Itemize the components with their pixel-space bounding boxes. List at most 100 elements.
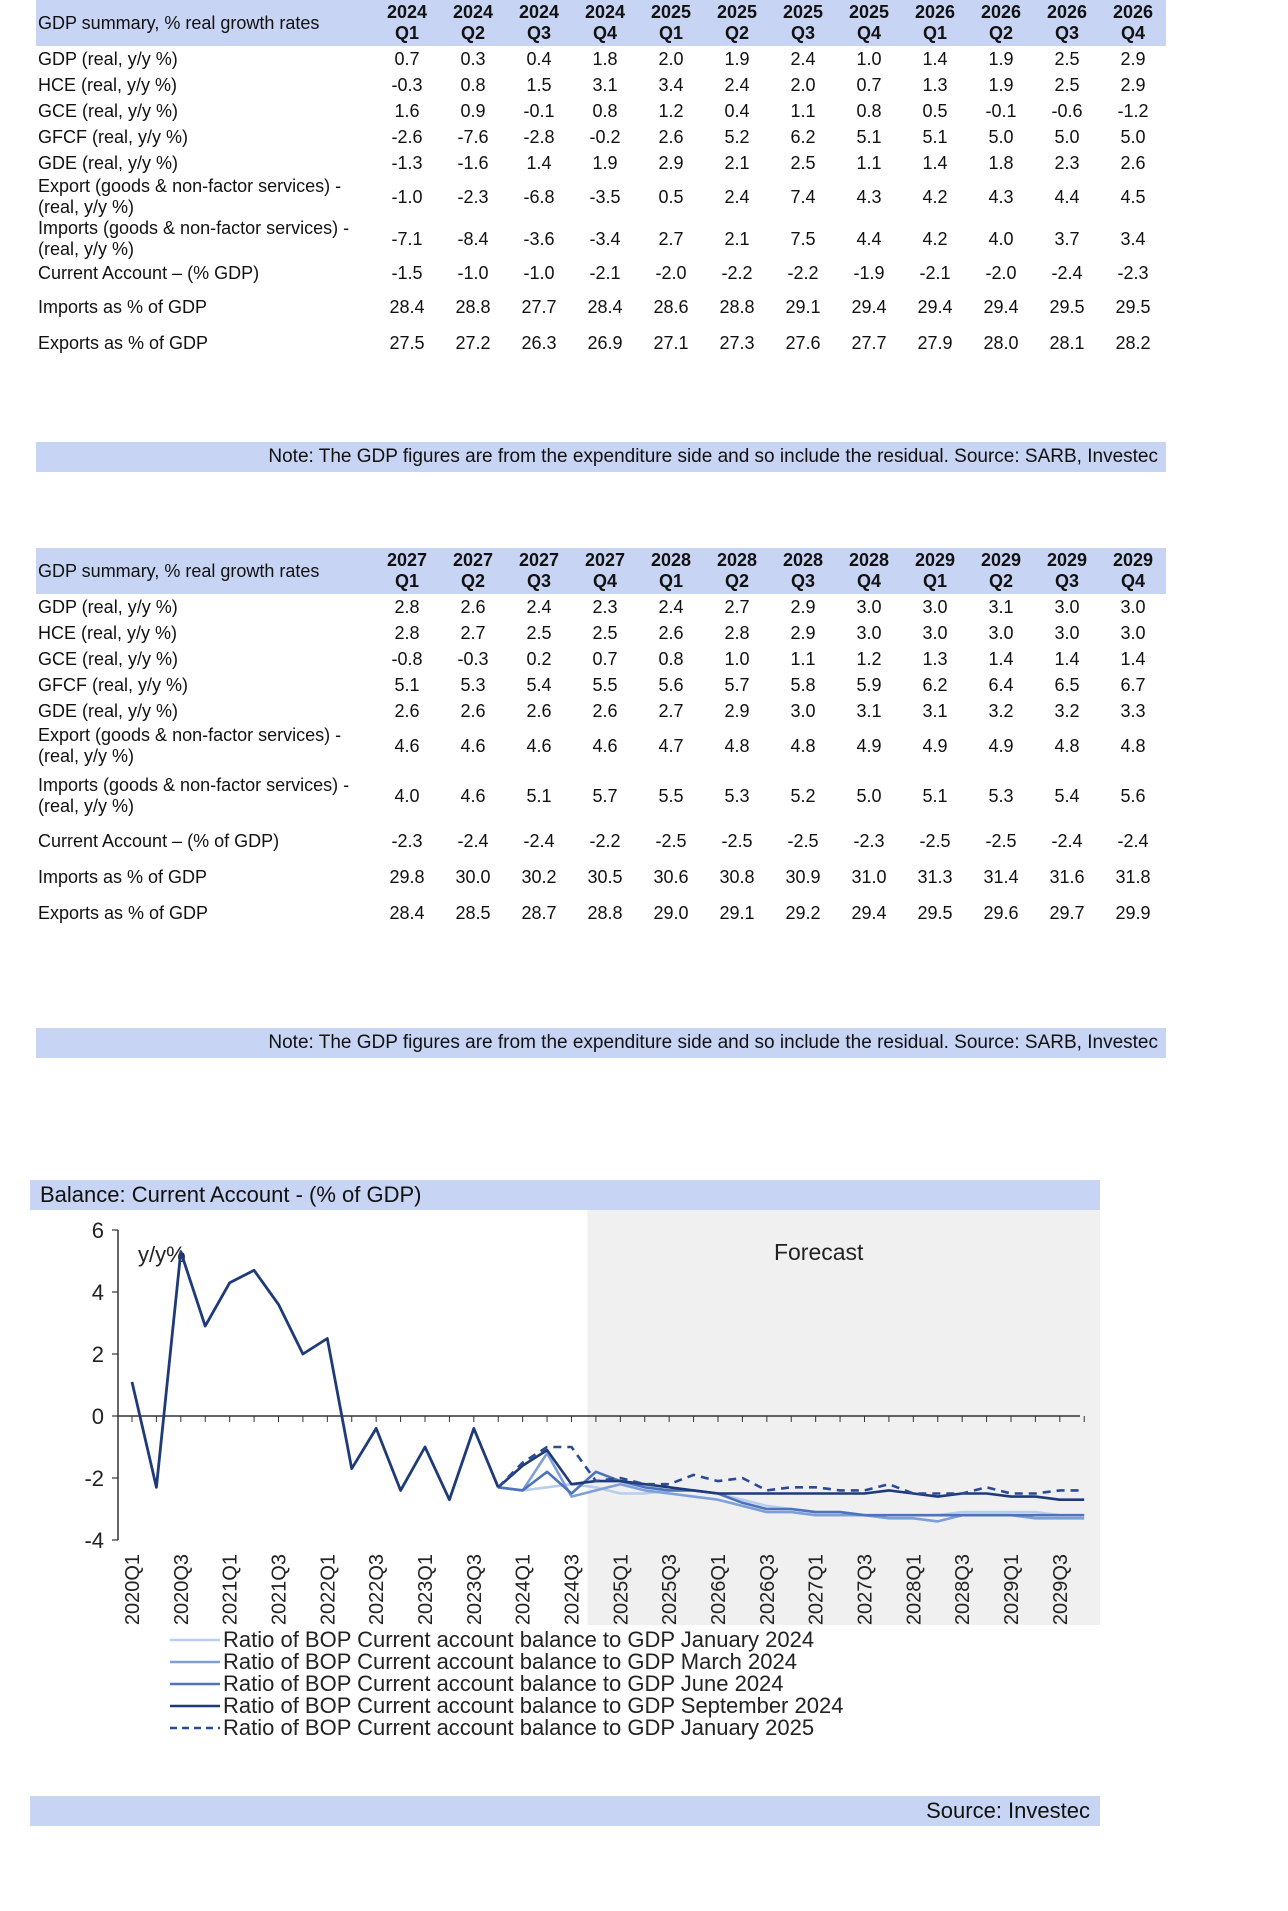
table-cell: 30.9	[785, 866, 821, 887]
table-cell: 1.9	[724, 48, 750, 69]
forecast-region	[587, 1210, 1100, 1625]
column-quarter: Q3	[526, 571, 551, 591]
table-row: Export (goods & non-factor services) - (…	[36, 724, 1166, 768]
table-cell: 5.5	[592, 674, 618, 695]
table-cell: 0.5	[922, 100, 948, 121]
table-cell: 5.4	[526, 674, 552, 695]
column-header: 2029 Q4	[1100, 548, 1166, 594]
column-year: 2025	[782, 2, 824, 22]
table-row: Imports (goods & non-factor services) - …	[36, 768, 1166, 824]
column-year: 2027	[452, 550, 494, 570]
table-note: Note: The GDP figures are from the expen…	[36, 442, 1166, 472]
column-year: 2025	[716, 2, 758, 22]
table-cell: 27.7	[521, 296, 557, 317]
row-label: GCE (real, y/y %)	[38, 648, 179, 669]
table-cell: 4.4	[856, 228, 882, 249]
chart-legend: Ratio of BOP Current account balance to …	[170, 1627, 843, 1740]
table-cell: 3.0	[1120, 596, 1146, 617]
table-cell: 3.1	[922, 700, 948, 721]
table-cell: 3.0	[1054, 622, 1080, 643]
table-cell: 28.4	[389, 296, 425, 317]
column-header: 2027 Q4	[572, 548, 638, 594]
table-cell: 4.8	[1054, 735, 1080, 756]
table-cell: 1.3	[922, 648, 948, 669]
table-cell: 2.4	[790, 48, 816, 69]
table-cell: 29.0	[653, 902, 689, 923]
table-row: Imports as % of GDP 29.8 30.0 30.2 30.5 30.6 3…	[36, 858, 1166, 896]
table-row: Imports as % of GDP 28.4 28.8 27.7 28.4 28.6 2…	[36, 286, 1166, 328]
column-year: 2024	[584, 2, 626, 22]
table-cell: 5.1	[922, 785, 948, 806]
x-tick-label: 2021Q1	[220, 1554, 242, 1625]
table-cell: 30.6	[653, 866, 689, 887]
table-cell: 31.0	[851, 866, 887, 887]
table-cell: 5.6	[658, 674, 684, 695]
row-label: GCE (real, y/y %)	[38, 100, 179, 121]
column-year: 2024	[518, 2, 560, 22]
column-header: 2029 Q2	[968, 548, 1034, 594]
table-cell: 4.8	[790, 735, 816, 756]
table-cell: 5.8	[790, 674, 816, 695]
table-cell: -2.4	[523, 830, 555, 851]
column-header: 2027 Q3	[506, 548, 572, 594]
row-label: GDE (real, y/y %)	[38, 152, 179, 173]
table-cell: 3.0	[988, 622, 1014, 643]
table-cell: -3.4	[589, 228, 621, 249]
table-row: GFCF (real, y/y %) 5.1 5.3 5.4 5.5 5.6 5.7 5.8 5…	[36, 672, 1166, 698]
table-cell: -0.8	[391, 648, 423, 669]
table-cell: 3.0	[922, 622, 948, 643]
table-cell: 5.3	[988, 785, 1014, 806]
table-cell: 28.7	[521, 902, 557, 923]
table-cell: 2.5	[790, 152, 816, 173]
table-row: Current Account – (% of GDP) -2.3 -2.4 -2.4…	[36, 824, 1166, 858]
column-quarter: Q1	[658, 571, 683, 591]
table-row: GCE (real, y/y %) -0.8 -0.3 0.2 0.7 0.8 1.0 1.1…	[36, 646, 1166, 672]
y-unit-label: y/y%	[138, 1242, 186, 1267]
table-cell: 27.7	[851, 332, 887, 353]
table-cell: -2.3	[391, 830, 423, 851]
table-header-label: GDP summary, % real growth rates	[38, 12, 320, 33]
table-cell: 29.9	[1115, 902, 1151, 923]
table-cell: 5.3	[460, 674, 486, 695]
table-cell: -3.6	[523, 228, 555, 249]
table-row: Current Account – (% GDP) -1.5 -1.0 -1.0 -2.…	[36, 260, 1166, 286]
current-account-chart: Forecast y/y% -4 -2 0 2 4 6 2020Q1 2020Q3 2021Q1…	[84, 1210, 1100, 1740]
table-cell: 2.5	[592, 622, 618, 643]
column-quarter: Q3	[790, 23, 815, 43]
row-label: Imports as % of GDP	[38, 296, 208, 317]
x-tick-label: 2024Q3	[561, 1554, 583, 1625]
y-tick-label: 6	[92, 1218, 104, 1243]
table-cell: 2.8	[394, 596, 420, 617]
table-cell: 26.9	[587, 332, 623, 353]
table-row: HCE (real, y/y %) 2.8 2.7 2.5 2.5 2.6 2.8 2.9 3.…	[36, 620, 1166, 646]
table-cell: -0.3	[457, 648, 489, 669]
table-cell: 4.6	[460, 785, 486, 806]
table-cell: 0.7	[592, 648, 618, 669]
table-cell: 30.2	[521, 866, 557, 887]
table-cell: 5.7	[724, 674, 750, 695]
table-cell: 2.4	[724, 74, 750, 95]
table-cell: -1.6	[457, 152, 489, 173]
y-tick-label: 0	[92, 1404, 104, 1429]
table-cell: 5.0	[1054, 126, 1080, 147]
table-cell: -2.3	[1117, 262, 1149, 283]
table-cell: 28.8	[587, 902, 623, 923]
column-quarter: Q1	[394, 571, 419, 591]
table-cell: 29.5	[917, 902, 953, 923]
series-line-history	[130, 1250, 500, 1502]
table-cell: 4.8	[724, 735, 750, 756]
table-cell: 0.8	[460, 74, 486, 95]
row-label: HCE (real, y/y %)	[38, 622, 178, 643]
gdp-summary-table-2027-2029: GDP summary, % real growth rates 2027 Q1 2…	[36, 548, 1166, 930]
column-header: 2025 Q2	[704, 0, 770, 46]
row-label: Export (goods & non-factor services) - (…	[38, 176, 342, 217]
column-year: 2026	[914, 2, 956, 22]
table-cell: 28.1	[1049, 332, 1085, 353]
table-cell: -2.4	[457, 830, 489, 851]
column-quarter: Q2	[724, 23, 749, 43]
table-cell: 1.1	[790, 648, 816, 669]
table-cell: 2.5	[1054, 74, 1080, 95]
table-cell: 29.4	[851, 902, 887, 923]
table-cell: 29.7	[1049, 902, 1085, 923]
table-cell: 31.3	[917, 866, 953, 887]
